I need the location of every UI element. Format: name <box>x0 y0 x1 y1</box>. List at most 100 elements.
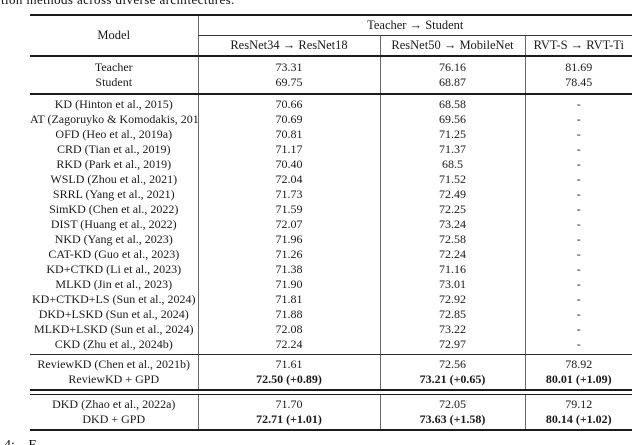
cell-value: 71.59 <box>197 202 380 217</box>
table-row: MLKD+LSKD (Sun et al., 2024) 72.08 73.22… <box>30 322 633 337</box>
table-row: ReviewKD (Chen et al., 2021b) 71.61 72.5… <box>30 354 633 372</box>
cell-value: 81.69 <box>524 56 633 75</box>
cell-value: - <box>524 247 633 262</box>
cell-value: 72.07 <box>197 217 380 232</box>
cell-value: - <box>524 202 633 217</box>
table-row: KD (Hinton et al., 2015) 70.66 68.58 - <box>30 94 633 112</box>
cell-value: 76.16 <box>379 56 525 75</box>
cell-model: MLKD (Jin et al., 2023) <box>55 277 173 291</box>
table-row: DKD+LSKD (Sun et al., 2024) 71.88 72.85 … <box>30 307 633 322</box>
cell-value: 71.90 <box>197 277 380 292</box>
cell-value: 68.5 <box>379 157 525 172</box>
table-row: WSLD (Zhou et al., 2021) 72.04 71.52 - <box>30 172 633 187</box>
cell-value: 80.14 (+1.02) <box>524 412 633 430</box>
table-row: KD+CTKD+LS (Sun et al., 2024) 71.81 72.9… <box>30 292 633 307</box>
cell-model: ReviewKD (Chen et al., 2021b) <box>37 357 191 371</box>
cell-value: 72.05 <box>379 394 525 412</box>
cell-value: 71.16 <box>379 262 525 277</box>
cell-model: NKD (Yang et al., 2023) <box>54 232 173 246</box>
results-table: Model Teacher → Student ResNet34 → ResNe… <box>30 14 633 431</box>
cell-value: 73.63 (+1.58) <box>379 412 525 430</box>
cell-value: - <box>524 187 633 202</box>
cell-value: 69.75 <box>197 75 380 95</box>
table-row: RKD (Park et al., 2019) 70.40 68.5 - <box>30 157 633 172</box>
table-row: SimKD (Chen et al., 2022) 71.59 72.25 - <box>30 202 633 217</box>
cell-value: 71.61 <box>197 354 380 372</box>
column-header-pair: RVT-S → RVT-Ti <box>524 35 633 57</box>
cell-value: 68.87 <box>379 75 525 95</box>
table-row: CKD (Zhu et al., 2024b) 72.24 72.97 - <box>30 337 633 355</box>
cell-value: 71.73 <box>197 187 380 202</box>
table-row-gpd: DKD + GPD 72.71 (+1.01) 73.63 (+1.58) 80… <box>30 412 633 430</box>
cell-model: KD+CTKD (Li et al., 2023) <box>46 262 182 276</box>
cell-model: KD (Hinton et al., 2015) <box>54 97 173 111</box>
cell-value: - <box>524 232 633 247</box>
cell-value: - <box>524 217 633 232</box>
cell-model: WSLD (Zhou et al., 2021) <box>50 172 178 186</box>
cell-value: 70.40 <box>197 157 380 172</box>
table-row: OFD (Heo et al., 2019a) 70.81 71.25 - <box>30 127 633 142</box>
table-row: CRD (Tian et al., 2019) 71.17 71.37 - <box>30 142 633 157</box>
cell-value: - <box>524 277 633 292</box>
cell-value: - <box>524 292 633 307</box>
cell-model: SimKD (Chen et al., 2022) <box>49 202 179 216</box>
cell-value: 71.52 <box>379 172 525 187</box>
cell-value: - <box>524 262 633 277</box>
cell-value: 72.04 <box>197 172 380 187</box>
cell-value: 73.22 <box>379 322 525 337</box>
table-row: Teacher 73.31 76.16 81.69 <box>30 56 633 75</box>
cell-model: CRD (Tian et al., 2019) <box>56 142 171 156</box>
table-row: DKD (Zhao et al., 2022a) 71.70 72.05 79.… <box>30 394 633 412</box>
cell-value: 72.49 <box>379 187 525 202</box>
cell-model: SRRL (Yang et al., 2021) <box>52 187 175 201</box>
cell-value: 72.56 <box>379 354 525 372</box>
cell-value: 72.92 <box>379 292 525 307</box>
cell-value: 79.12 <box>524 394 633 412</box>
cell-value: 70.69 <box>197 112 380 127</box>
reviewkd-section: ReviewKD (Chen et al., 2021b) 71.61 72.5… <box>30 354 633 395</box>
cell-value: 73.01 <box>379 277 525 292</box>
table-subheader-row: ResNet34 → ResNet18 ResNet50 → MobileNet… <box>30 35 633 57</box>
cell-model: Teacher <box>94 60 133 74</box>
cell-value: 71.26 <box>197 247 380 262</box>
cell-value: 73.21 (+0.65) <box>379 372 525 390</box>
cell-model: DKD+LSKD (Sun et al., 2024) <box>38 307 189 321</box>
cell-value: 71.25 <box>379 127 525 142</box>
cell-model: OFD (Heo et al., 2019a) <box>55 127 173 141</box>
cell-value: 72.58 <box>379 232 525 247</box>
cell-model: CKD (Zhu et al., 2024b) <box>30 337 198 355</box>
cell-value: - <box>524 94 633 112</box>
cell-value: - <box>524 172 633 187</box>
cell-value: 71.70 <box>197 394 380 412</box>
cell-value: 72.24 <box>197 337 380 355</box>
cell-value: - <box>524 112 633 127</box>
cell-model: DKD (Zhao et al., 2022a) <box>52 397 176 411</box>
cell-value: 70.81 <box>197 127 380 142</box>
cell-value: 71.17 <box>197 142 380 157</box>
cell-model: AT (Zagoruyko & Komodakis, 2017a) <box>30 112 198 126</box>
table-row: AT (Zagoruyko & Komodakis, 2017a) 70.69 … <box>30 112 633 127</box>
table-header: Model Teacher → Student ResNet34 → ResNe… <box>30 15 633 57</box>
cell-model: CAT-KD (Guo et al., 2023) <box>48 247 180 261</box>
cell-value: 72.50 (+0.89) <box>197 372 380 390</box>
cell-value: - <box>524 127 633 142</box>
table-row: SRRL (Yang et al., 2021) 71.73 72.49 - <box>30 187 633 202</box>
cell-value: - <box>524 157 633 172</box>
table-row: CAT-KD (Guo et al., 2023) 71.26 72.24 - <box>30 247 633 262</box>
cell-value: 72.85 <box>379 307 525 322</box>
table-row-gpd: ReviewKD + GPD 72.50 (+0.89) 73.21 (+0.6… <box>30 372 633 390</box>
cell-value: 72.25 <box>379 202 525 217</box>
cell-value: 80.01 (+1.09) <box>524 372 633 390</box>
cell-model: DKD + GPD <box>82 412 146 426</box>
cell-value: - <box>524 337 633 355</box>
cell-value: 71.37 <box>379 142 525 157</box>
cell-model: MLKD+LSKD (Sun et al., 2024) <box>34 322 194 336</box>
dkd-section: DKD (Zhao et al., 2022a) 71.70 72.05 79.… <box>30 394 633 430</box>
cell-value: 72.97 <box>379 337 525 355</box>
cell-value: 78.45 <box>524 75 633 95</box>
table-row: MLKD (Jin et al., 2023) 71.90 73.01 - <box>30 277 633 292</box>
column-header-group: Teacher → Student <box>197 15 633 36</box>
double-rule <box>30 389 633 395</box>
cell-value: 78.92 <box>524 354 633 372</box>
